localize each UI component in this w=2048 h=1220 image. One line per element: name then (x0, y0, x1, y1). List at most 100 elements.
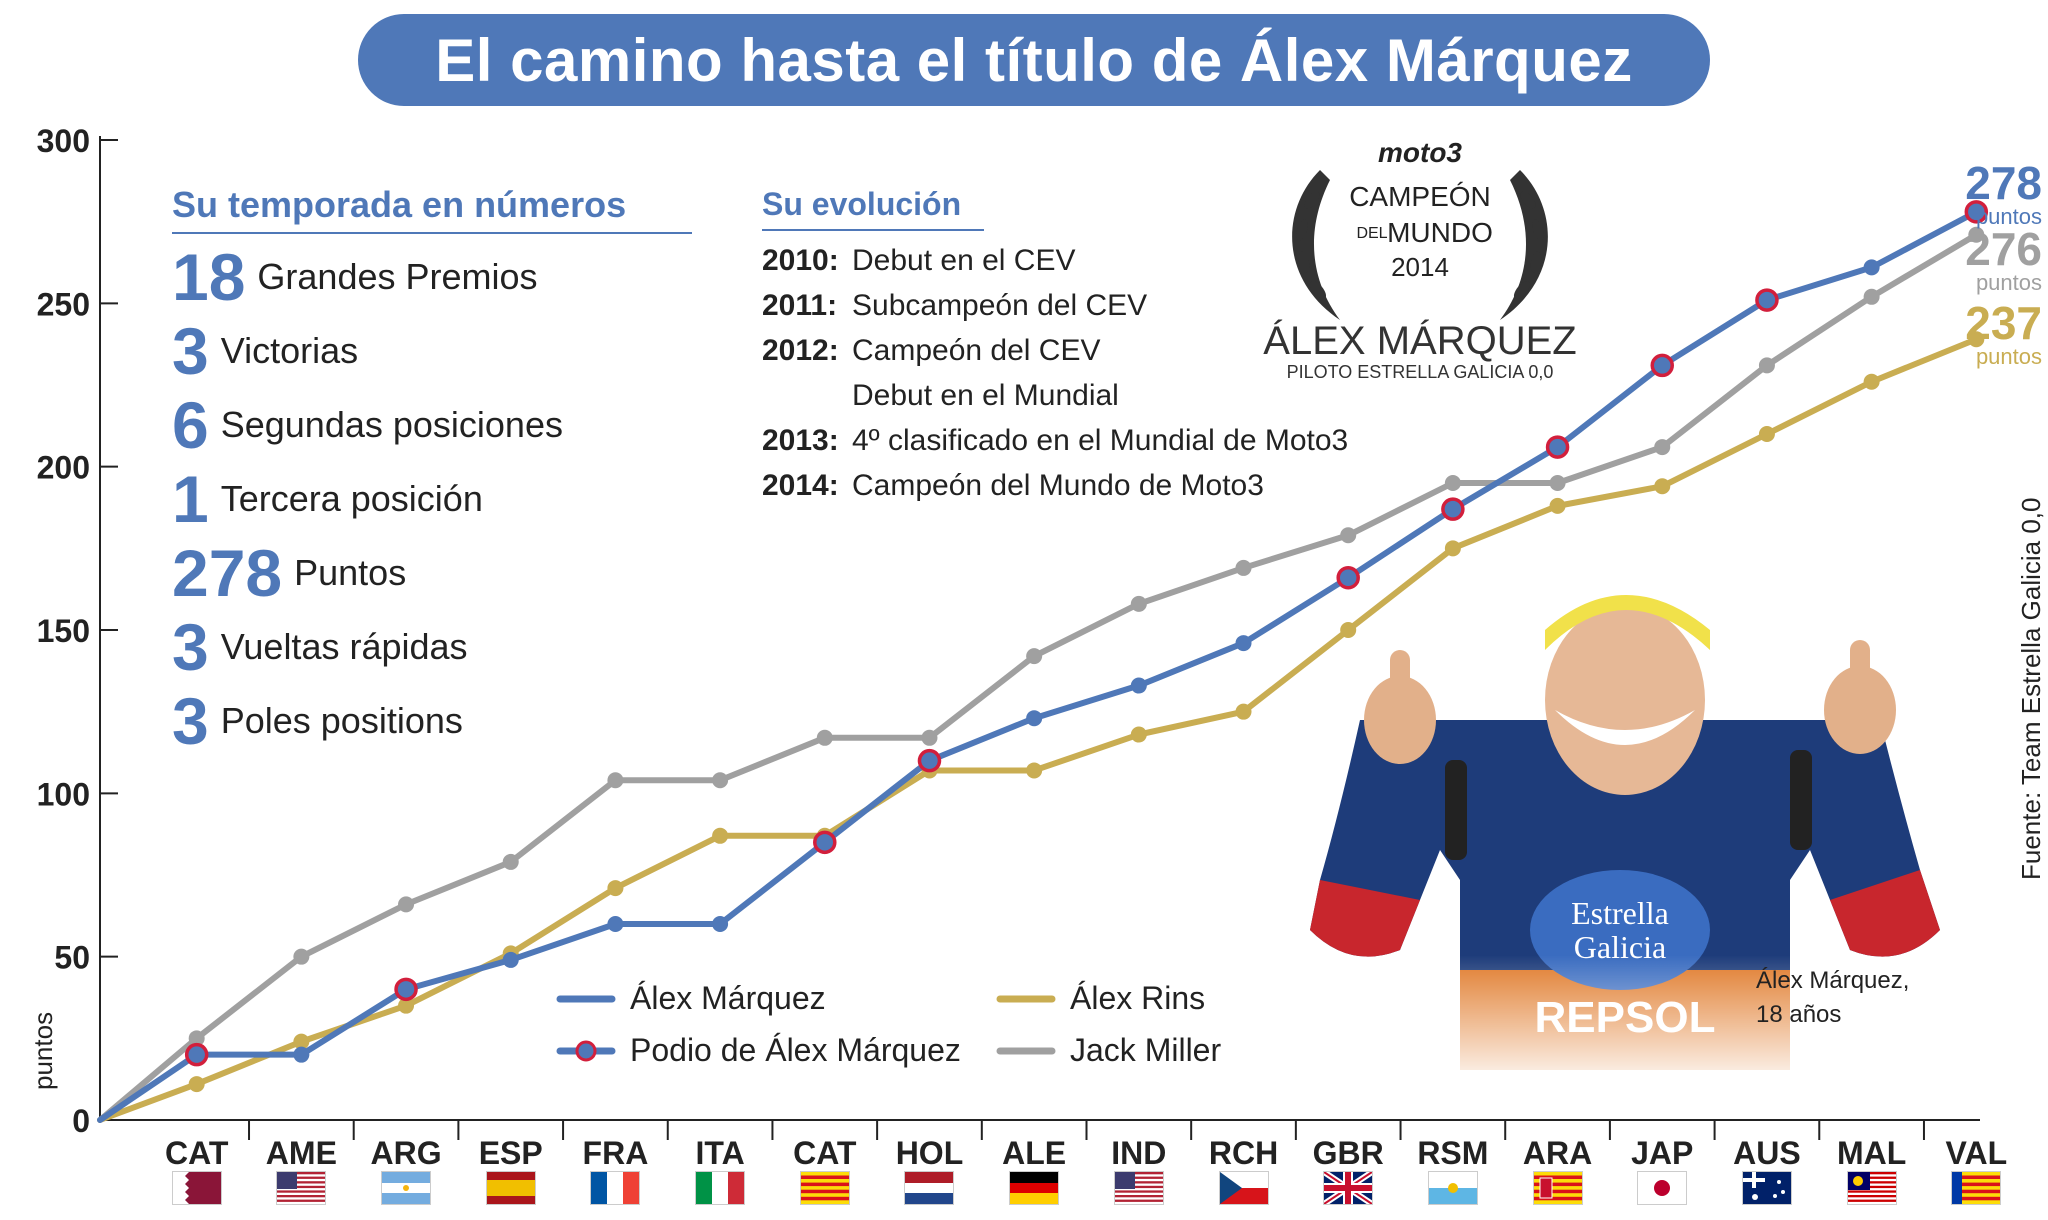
evolution-heading: Su evolución (762, 186, 984, 231)
data-point (607, 916, 624, 932)
data-point (1130, 595, 1147, 612)
stat-label: Poles positions (220, 700, 463, 741)
data-point (1758, 426, 1775, 442)
data-point (1444, 475, 1461, 491)
y-tick-label: 200 (37, 450, 90, 486)
badge-year: 2014 (1391, 252, 1449, 282)
y-tick-label: 0 (72, 1103, 90, 1139)
evolution-text: Campeón del Mundo de Moto3 (852, 469, 1264, 502)
evolution-text: Debut en el Mundial (852, 379, 1119, 412)
legend-item-podium: Podio de Álex Márquez (556, 1032, 961, 1069)
data-point (607, 880, 624, 897)
data-point (1863, 288, 1880, 305)
data-point (1340, 527, 1357, 544)
stat-label: Segundas posiciones (220, 404, 563, 445)
data-point (1549, 497, 1566, 514)
x-tick-label: IND (1111, 1135, 1166, 1171)
badge-rider: ÁLEX MÁRQUEZ (1263, 318, 1576, 363)
badge-team: PILOTO ESTRELLA GALICIA 0,0 (1287, 362, 1554, 382)
end-label-unit: puntos (1975, 344, 2042, 369)
y-tick-label: 100 (37, 776, 90, 812)
legend-item-rins: Álex Rins (996, 980, 1205, 1017)
legend-swatch (996, 995, 1056, 1002)
evolution-text: Debut en el CEV (852, 244, 1076, 277)
chart-axes: 0 50 100 150 200 250 300 CAT AME ARG ESP FRA ITA CAT H… (37, 123, 2008, 1171)
podium-marker (184, 1042, 209, 1067)
data-point (1863, 373, 1880, 390)
x-tick-label: ARG (370, 1135, 441, 1171)
data-point (1968, 226, 1985, 243)
stat-label: Puntos (294, 552, 407, 593)
x-tick-label: AUS (1733, 1135, 1801, 1171)
source-note: Fuente: Team Estrella Galicia 0,0 (2016, 497, 2046, 880)
stat-number: 1 (172, 462, 209, 536)
caption-line: Álex Márquez, (1756, 967, 1910, 994)
evolution-year: 2013: (762, 424, 839, 457)
badge-logo: moto3 (1378, 137, 1462, 168)
podium-marker (1964, 200, 1989, 224)
data-point (712, 827, 729, 844)
flag-aragon-icon (1533, 1172, 1582, 1204)
data-point (1026, 710, 1043, 727)
data-point (293, 948, 310, 965)
data-point (398, 896, 415, 913)
y-tick-label: 50 (54, 940, 90, 976)
legend-label: Álex Rins (1070, 980, 1206, 1016)
evolution-text: 4º clasificado en el Mundial de Moto3 (852, 424, 1349, 457)
podium-marker (1441, 497, 1465, 521)
x-tick-label: ESP (479, 1135, 543, 1171)
flag-valencia-icon (1952, 1172, 2001, 1204)
flag-japan-icon (1638, 1172, 1687, 1204)
x-tick-label: CAT (165, 1135, 229, 1171)
y-tick-label: 250 (37, 286, 90, 322)
podium-marker (917, 748, 942, 773)
flag-argentina-icon (382, 1172, 431, 1204)
y-axis-label: puntos (28, 1012, 58, 1090)
data-point (1863, 259, 1880, 276)
end-label-miller: 276 puntos (1942, 226, 2042, 294)
x-tick-label: CAT (793, 1135, 857, 1171)
stat-label: Vueltas rápidas (220, 626, 468, 667)
end-label-rins: 237 puntos (1942, 300, 2042, 368)
evolution-year: 2011: (762, 289, 838, 322)
series-jack-miller (97, 226, 1985, 1123)
data-point (188, 1030, 205, 1047)
flag-qatar-icon (172, 1172, 221, 1204)
data-point (502, 951, 519, 968)
data-point (712, 916, 729, 932)
stat-row: 3 Victorias (172, 314, 563, 388)
x-tick-label: HOL (896, 1135, 964, 1171)
flag-czech-icon (1219, 1172, 1268, 1204)
data-point (293, 1033, 310, 1050)
y-tick-label: 300 (37, 123, 90, 159)
x-tick-label: ARA (1523, 1135, 1592, 1171)
stat-row: 3 Vueltas rápidas (172, 610, 563, 684)
podium-marker (394, 977, 418, 1002)
stat-number: 278 (172, 536, 283, 610)
evolution-item: 2012: Campeón del CEV (762, 334, 1348, 379)
data-point (816, 729, 833, 746)
data-point (1235, 703, 1252, 720)
x-tick-label: ITA (696, 1135, 745, 1171)
x-tick-label: RSM (1417, 1135, 1488, 1171)
podium-marker (813, 830, 837, 855)
evolution-item: 2011: Subcampeón del CEV (762, 289, 1348, 334)
title-banner: El camino hasta el título de Álex Márque… (358, 14, 1710, 106)
flag-netherlands-icon (905, 1172, 954, 1204)
x-tick-label: RCH (1209, 1135, 1278, 1171)
flag-usa-icon (1114, 1172, 1163, 1204)
evolution-year: 2010: (762, 244, 839, 277)
data-point (921, 729, 938, 746)
data-point (1026, 648, 1043, 665)
evolution-item: 2014: Campeón del Mundo de Moto3 (762, 469, 1348, 514)
legend-swatch (996, 1047, 1056, 1054)
flag-usa-icon (277, 1172, 326, 1204)
evolution-year: 2012: (762, 334, 839, 367)
end-label-unit: puntos (1975, 270, 2042, 295)
evolution-text: Subcampeón del CEV (852, 289, 1148, 322)
flag-france-icon (591, 1172, 640, 1204)
evolution-item: 2010: Debut en el CEV (762, 244, 1348, 289)
flag-catalonia-icon (800, 1172, 849, 1204)
legend-item-miller: Jack Miller (996, 1032, 1221, 1069)
